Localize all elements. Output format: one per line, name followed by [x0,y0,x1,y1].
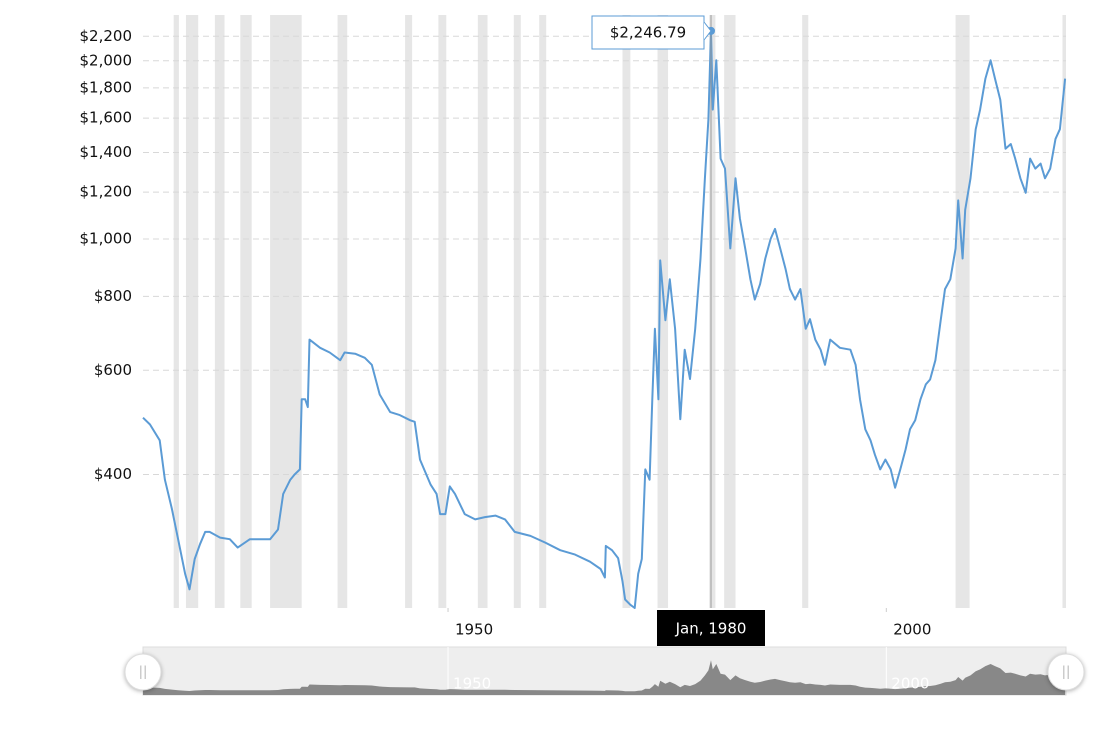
tooltip-pointer [703,21,712,41]
recession-band [185,15,199,608]
recession-band [438,15,447,608]
recession-band [539,15,547,608]
price-line [142,29,1067,609]
grid: $400 $600 $800 $1,000 $1,200 $1,400 $1,600 $1,8… [80,27,1066,639]
recession-band [337,15,348,608]
recession-band [240,15,252,608]
navigator-area [143,660,1066,695]
recession-band [709,15,716,608]
recession-band [1062,15,1066,608]
y-tick-label: $2,000 [80,51,133,69]
plot [142,29,1067,609]
overlay: $2,246.79 Jan, 1980 [591,15,765,646]
x-hover-label: Jan, 1980 [675,620,747,638]
recession-band [513,15,521,608]
recession-band [405,15,413,608]
y-tick-label: $1,200 [80,183,133,201]
x-tick-label: 2000 [893,621,931,639]
navigator-handle[interactable] [1047,653,1085,691]
y-tick-label: $800 [94,287,132,305]
recession-band [173,15,179,608]
recession-band [214,15,225,608]
navigator-bg [142,646,1067,696]
navigator-grip: || [139,665,148,680]
recession-band [657,15,669,608]
recession-band [724,15,736,608]
navigator-grip: || [1062,665,1071,680]
navigator[interactable]: || || [124,646,1085,696]
recession-band [622,15,631,608]
y-tick-label: $400 [94,465,132,483]
recession-band [270,15,302,608]
y-tick-label: $2,200 [80,27,133,45]
recession-band [802,15,809,608]
x-hover-label-bg [657,610,765,646]
y-tick-label: $1,400 [80,143,133,161]
recession-band [477,15,488,608]
recession-band [955,15,970,608]
y-tick-label: $1,000 [80,229,133,247]
x-tick-label: 1950 [455,621,493,639]
y-tick-label: $1,800 [80,78,133,96]
y-tick-label: $600 [94,361,132,379]
recession-bands [173,15,1066,608]
navigator-handle[interactable] [124,653,162,691]
tooltip-box [591,15,705,50]
navigator-tick-label: 2000 [891,675,929,693]
tooltip-value: $2,246.79 [610,24,686,42]
navigator-tick-label: 1950 [453,675,491,693]
y-tick-label: $1,600 [80,109,133,127]
navigator-labels: 1950 2000 [453,675,929,693]
